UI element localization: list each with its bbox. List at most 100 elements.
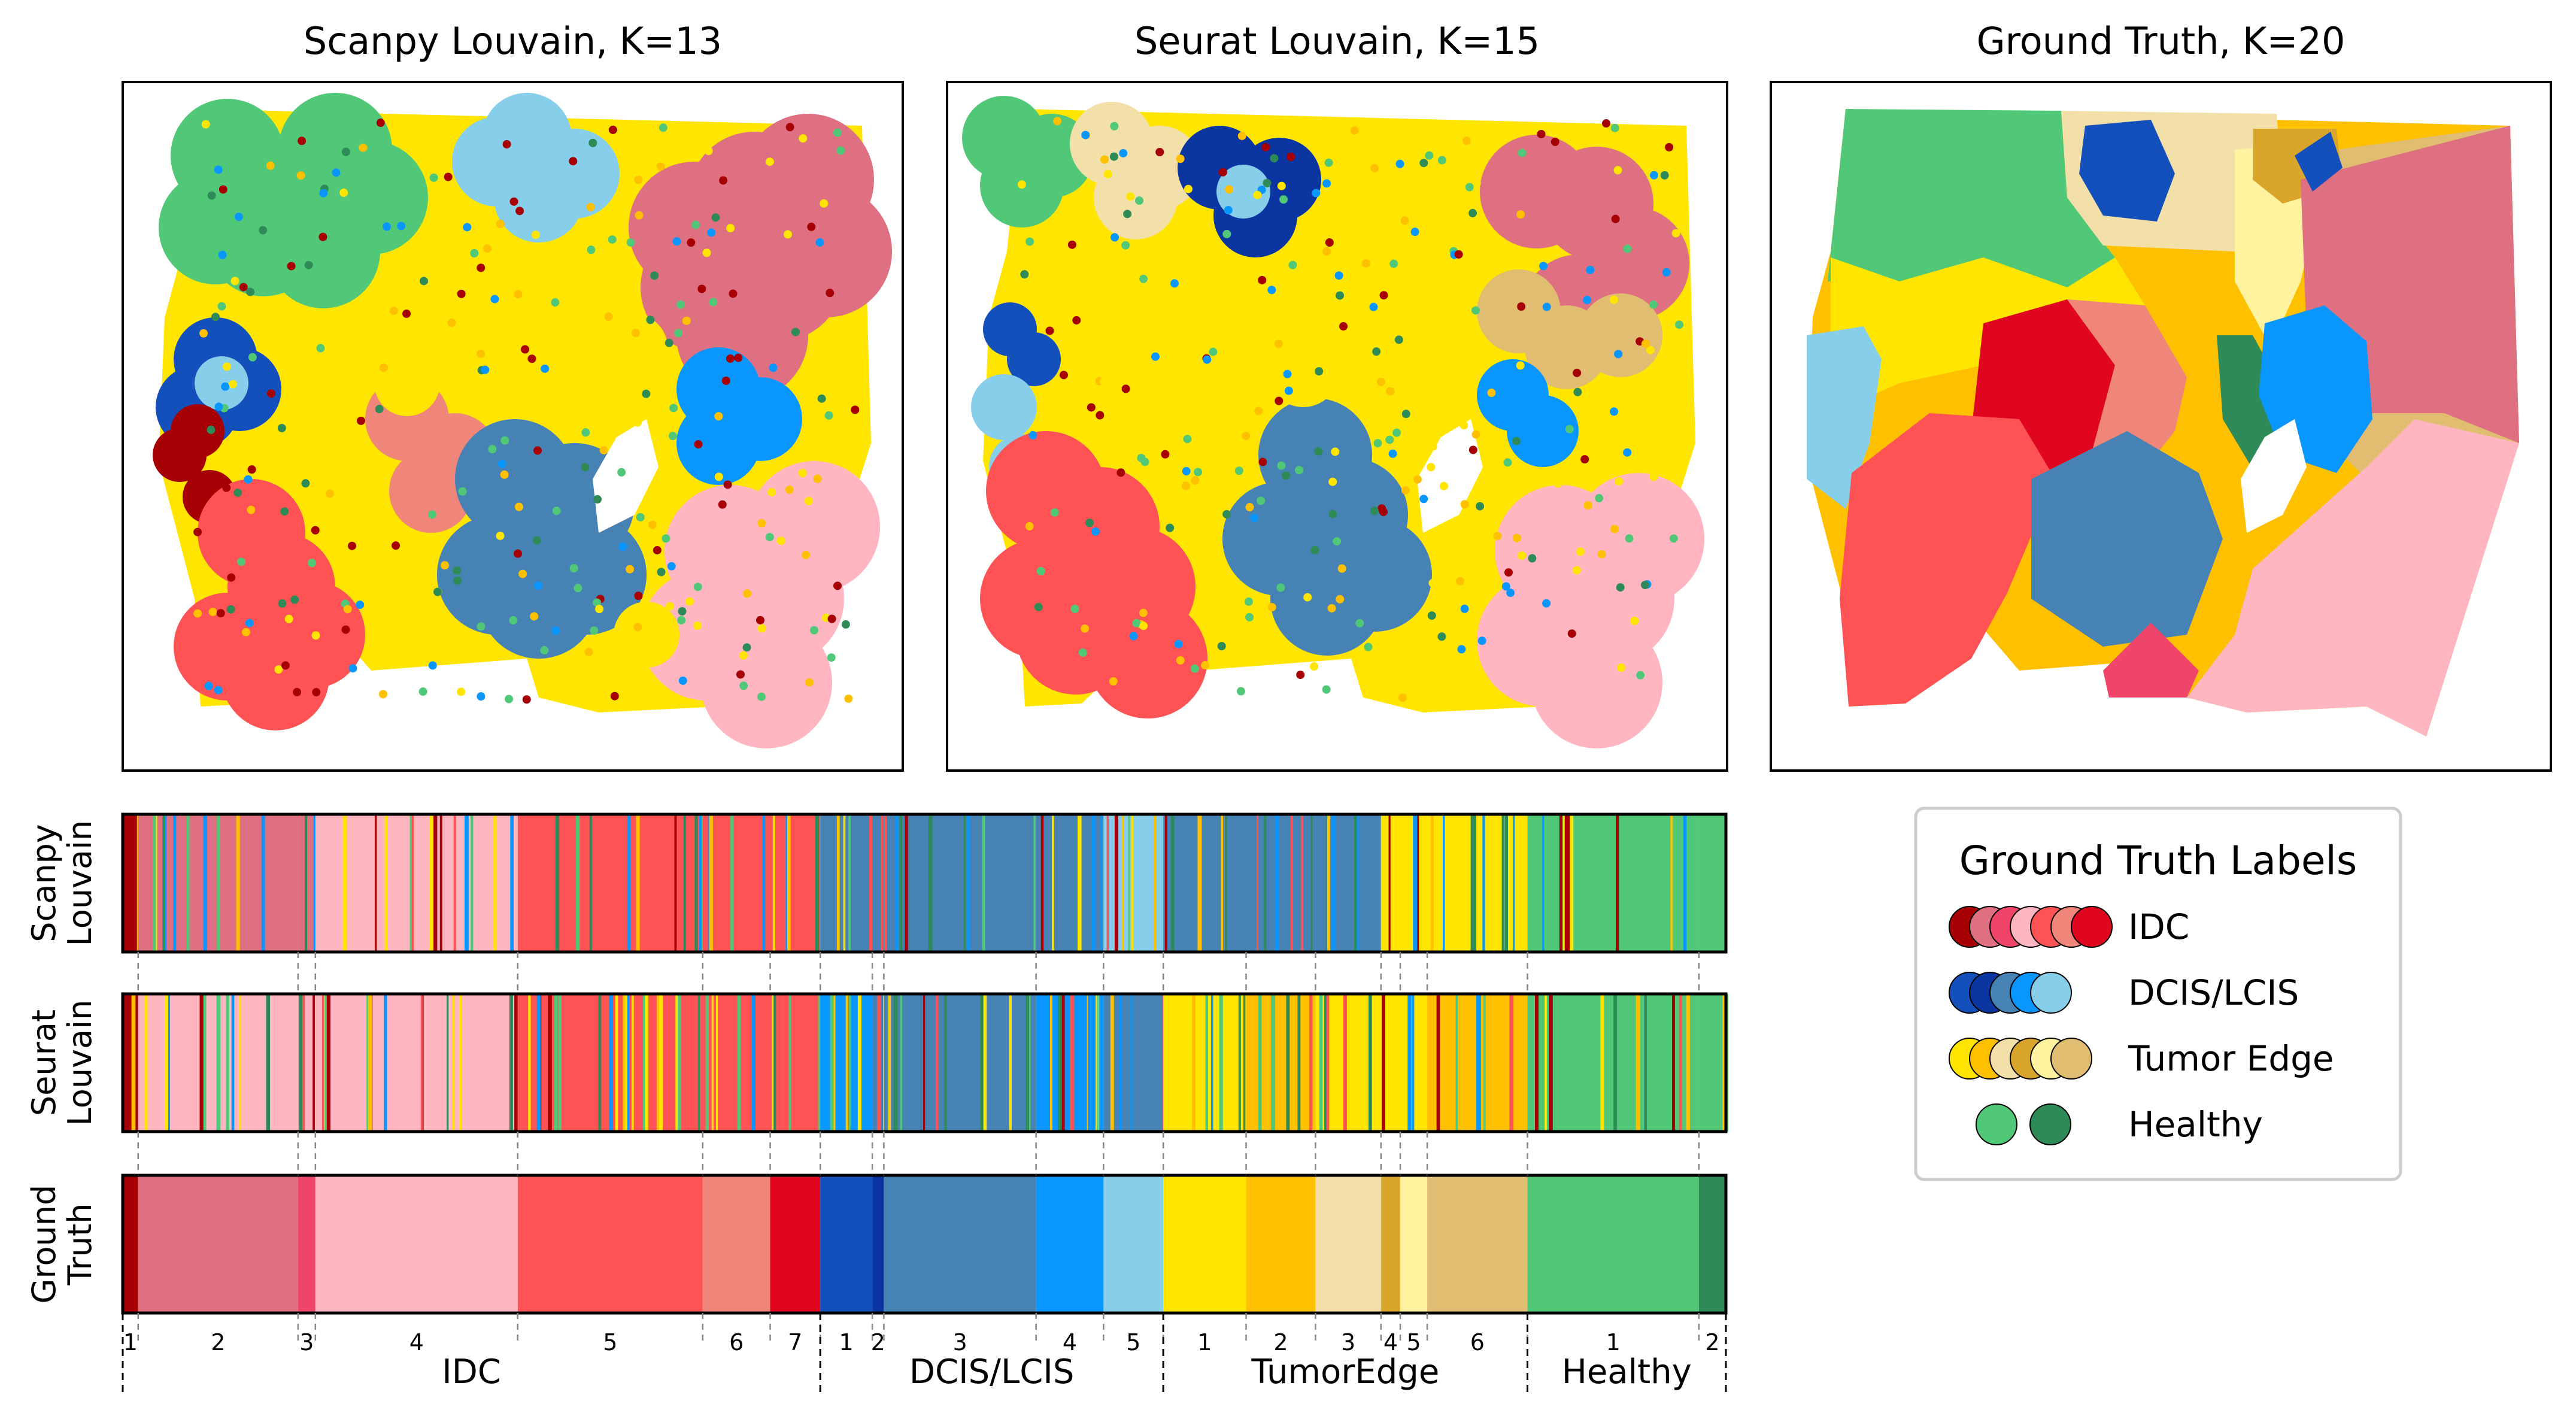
- tissue-region: [527, 515, 647, 635]
- bar-stripe: [1504, 814, 1508, 952]
- bar-stripe: [1122, 814, 1124, 952]
- spot: [1325, 238, 1334, 247]
- bar-stripe: [510, 814, 514, 952]
- spot: [567, 244, 576, 253]
- spot: [1573, 387, 1582, 396]
- bar-stripe: [1264, 814, 1267, 952]
- spot: [397, 222, 406, 231]
- spot: [1398, 693, 1407, 702]
- bar-stripe: [845, 994, 848, 1132]
- bar-stripe: [598, 994, 602, 1132]
- bar-stripe: [554, 994, 558, 1132]
- spot: [767, 488, 776, 497]
- bar-segment: [702, 1175, 770, 1313]
- spot: [1176, 656, 1185, 665]
- bar-stripe: [1354, 814, 1357, 952]
- bar-stripe: [980, 994, 984, 1132]
- bar-segment: [1380, 1175, 1401, 1313]
- bar-stripe: [186, 814, 190, 952]
- spot: [1333, 537, 1342, 546]
- spot: [1625, 534, 1634, 543]
- spot: [1595, 494, 1604, 503]
- spot: [1234, 466, 1243, 475]
- spot: [726, 224, 735, 233]
- segment-number: 1: [123, 1329, 138, 1356]
- tissue-region: [1573, 473, 1704, 605]
- bar-stripe: [453, 994, 455, 1132]
- spot: [707, 228, 716, 237]
- spot: [1410, 228, 1419, 236]
- bar-stripe: [833, 994, 836, 1132]
- spot: [1373, 439, 1382, 448]
- bar-segment: [884, 994, 1036, 1132]
- bar-segment: [315, 994, 518, 1132]
- spot: [1379, 291, 1388, 300]
- spot: [1359, 413, 1368, 422]
- spot: [481, 365, 490, 374]
- legend-box: [1914, 806, 2402, 1181]
- bar-frame: [121, 992, 1728, 1133]
- spot: [765, 533, 774, 542]
- spatial-map-seurat: Seurat Louvain, K=15: [946, 19, 1728, 772]
- bar-segment: [770, 814, 821, 952]
- spot: [1516, 210, 1525, 219]
- spot: [1209, 347, 1218, 356]
- spot: [1174, 639, 1183, 648]
- spot: [1025, 522, 1034, 531]
- spot: [691, 220, 700, 229]
- spot: [678, 676, 687, 685]
- spot: [734, 353, 743, 362]
- bar-stripe: [683, 814, 686, 952]
- bar-stripe: [705, 994, 709, 1132]
- spot: [1472, 495, 1481, 504]
- bar-stripe: [203, 814, 207, 952]
- bar-stripe: [576, 814, 580, 952]
- bar-segment: [1427, 1175, 1528, 1313]
- spot: [1315, 367, 1324, 376]
- spot: [1337, 564, 1346, 573]
- spot: [1025, 237, 1034, 246]
- spot: [587, 245, 596, 254]
- spot: [1258, 457, 1267, 466]
- spot: [1109, 677, 1118, 686]
- spot: [1224, 376, 1233, 385]
- bar-stripe: [699, 814, 702, 952]
- segment-number: 2: [211, 1329, 225, 1356]
- spot: [402, 310, 411, 319]
- bar-stripe: [762, 814, 766, 952]
- bar-segment: [702, 814, 770, 952]
- spot: [721, 376, 730, 385]
- spot: [214, 165, 223, 174]
- segment-number: 4: [1383, 1329, 1398, 1356]
- bar-stripe: [1164, 814, 1167, 952]
- spot: [1583, 501, 1592, 510]
- bar-segment: [1527, 1175, 1699, 1313]
- spot: [1250, 514, 1259, 523]
- spot: [1100, 155, 1109, 164]
- bar-frame: [121, 812, 1728, 954]
- spot: [1367, 193, 1376, 202]
- spot: [1610, 524, 1619, 533]
- spot: [207, 425, 216, 434]
- segment-number: 3: [952, 1329, 967, 1356]
- bar-stripe: [1271, 994, 1275, 1132]
- spot: [1462, 136, 1471, 145]
- bar-stripe: [1343, 994, 1347, 1132]
- bar-stripe: [698, 994, 700, 1132]
- spot: [228, 380, 237, 389]
- bar-stripe: [470, 814, 474, 952]
- segment-number: 4: [409, 1329, 424, 1356]
- spot: [1567, 629, 1576, 638]
- spot: [214, 686, 223, 695]
- bar-stripe: [1243, 994, 1246, 1132]
- spot: [1660, 171, 1669, 180]
- bar-stripe: [1483, 994, 1486, 1132]
- spot: [1253, 190, 1262, 199]
- spot: [277, 423, 286, 432]
- bar-stripe: [1114, 814, 1119, 952]
- legend-swatch: [2071, 906, 2113, 948]
- bar-stripe: [266, 994, 271, 1132]
- spot: [1328, 477, 1337, 486]
- spot: [1081, 624, 1090, 633]
- spot: [1194, 468, 1203, 477]
